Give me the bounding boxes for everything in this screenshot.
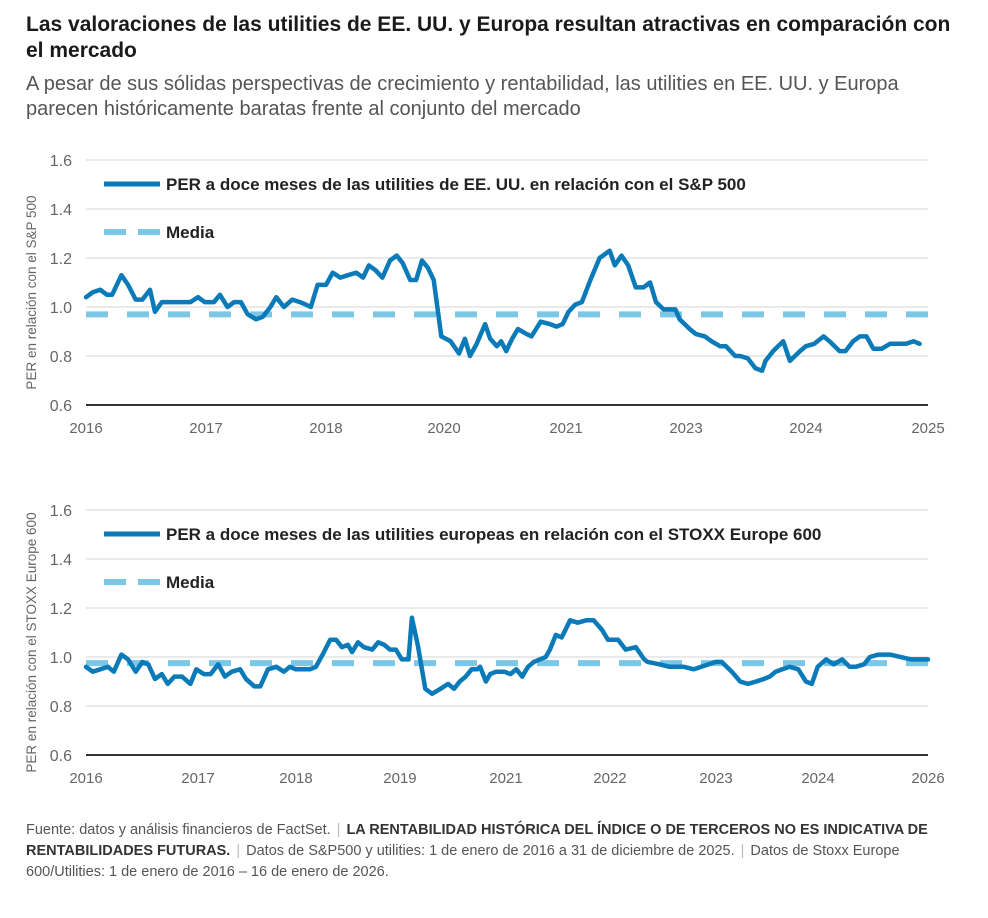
separator: | xyxy=(336,822,341,838)
footer-notes: Fuente: datos y análisis financieros de … xyxy=(26,820,956,883)
x-tick-label: 2017 xyxy=(189,420,222,437)
y-tick-label: 1.0 xyxy=(50,300,72,317)
x-tick-label: 2016 xyxy=(69,770,102,787)
y-tick-label: 0.8 xyxy=(50,699,72,716)
x-tick-label: 2024 xyxy=(801,770,834,787)
europe-utilities-chart: 0.6 0.8 1.0 1.2 1.4 1.6 2016 2017 2018 2019 2021 20… xyxy=(24,503,945,787)
disclaimer: LA RENTABILIDAD HISTÓRICA DEL ÍNDICE O D… xyxy=(26,822,928,859)
x-tick-label: 2017 xyxy=(181,770,214,787)
chart-title: Las valoraciones de las utilities de EE.… xyxy=(26,13,951,62)
x-tick-label: 2020 xyxy=(427,420,460,437)
y-tick-label: 1.4 xyxy=(50,552,72,569)
series-line xyxy=(83,248,922,373)
x-tick-label: 2022 xyxy=(593,770,626,787)
x-tick-label: 2019 xyxy=(383,770,416,787)
x-tick-label: 2021 xyxy=(549,420,582,437)
y-axis-label: PER en relación con el S&P 500 xyxy=(24,195,39,389)
x-tick-label: 2018 xyxy=(309,420,342,437)
legend-mean-label: Media xyxy=(166,223,215,242)
us-utilities-chart: 0.6 0.8 1.0 1.2 1.4 1.6 2016 2017 2018 2020 2021 20… xyxy=(24,153,945,437)
y-tick-label: 0.8 xyxy=(50,349,72,366)
x-tick-label: 2026 xyxy=(911,770,944,787)
y-tick-label: 1.2 xyxy=(50,251,72,268)
legend-series-label: PER a doce meses de las utilities de EE.… xyxy=(166,175,746,194)
series-line xyxy=(83,615,931,697)
date-range-note-us: Datos de S&P500 y utilities: 1 de enero … xyxy=(246,843,735,859)
y-tick-label: 0.6 xyxy=(50,748,72,765)
legend-series-label: PER a doce meses de las utilities europe… xyxy=(166,525,821,544)
y-axis-label: PER en relación con el STOXX Europe 600 xyxy=(24,512,39,772)
x-tick-label: 2018 xyxy=(279,770,312,787)
x-tick-label: 2025 xyxy=(911,420,944,437)
y-tick-label: 0.6 xyxy=(50,398,72,415)
separator: | xyxy=(236,843,241,859)
x-tick-label: 2023 xyxy=(699,770,732,787)
source-note: Fuente: datos y análisis financieros de … xyxy=(26,822,331,838)
chart-subtitle: A pesar de sus sólidas perspectivas de c… xyxy=(26,73,899,120)
x-tick-label: 2024 xyxy=(789,420,822,437)
y-tick-label: 1.2 xyxy=(50,601,72,618)
x-tick-label: 2023 xyxy=(669,420,702,437)
separator: | xyxy=(740,843,745,859)
y-tick-label: 1.6 xyxy=(50,503,72,520)
y-tick-label: 1.6 xyxy=(50,153,72,170)
date-range-note-europe: Datos de Stoxx Europe 600/Utilities: 1 d… xyxy=(26,843,900,880)
x-tick-label: 2021 xyxy=(489,770,522,787)
x-tick-label: 2016 xyxy=(69,420,102,437)
legend-mean-label: Media xyxy=(166,573,215,592)
y-tick-label: 1.0 xyxy=(50,650,72,667)
y-tick-label: 1.4 xyxy=(50,202,72,219)
